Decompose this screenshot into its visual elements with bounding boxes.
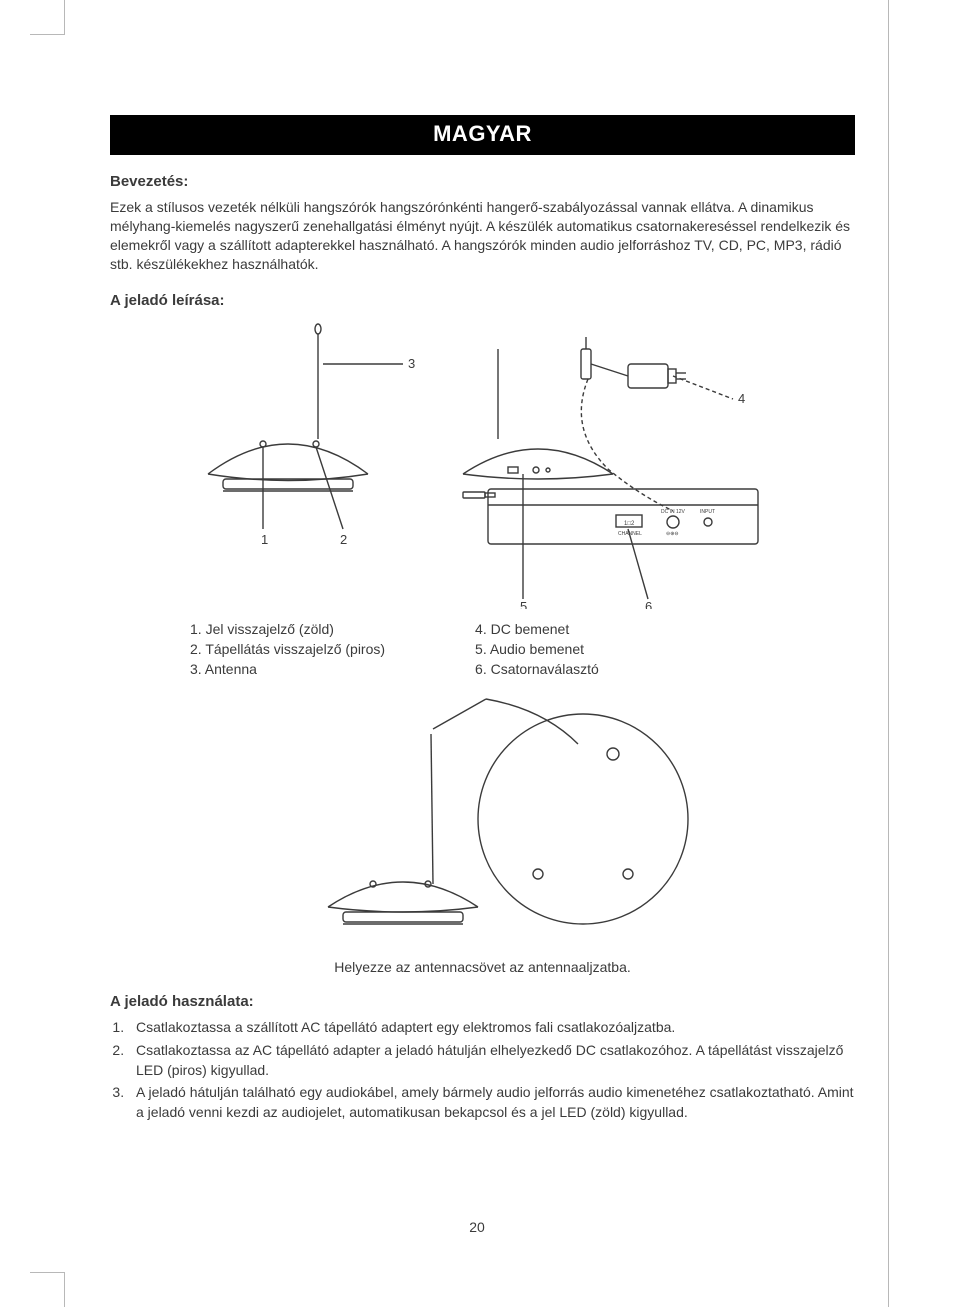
- crop-mark-right: [888, 0, 889, 1307]
- diagram-label-1: 1: [261, 532, 268, 547]
- page-content: MAGYAR Bevezetés: Ezek a stílusos vezeté…: [110, 115, 855, 1125]
- legend-item: 3. Antenna: [190, 659, 385, 679]
- usage-heading: A jeladó használata:: [110, 993, 855, 1010]
- usage-item: Csatlakoztassa a szállított AC tápellátó…: [128, 1018, 855, 1038]
- legend-item: 4. DC bemenet: [475, 619, 599, 639]
- legend-left-col: 1. Jel visszajelző (zöld) 2. Tápellátás …: [190, 619, 385, 680]
- usage-item: Csatlakoztassa az AC tápellátó adapter a…: [128, 1041, 855, 1080]
- transmitter-legend: 1. Jel visszajelző (zöld) 2. Tápellátás …: [190, 619, 855, 680]
- transmitter-svg-top: 1 2 3: [188, 319, 778, 609]
- rear-input: INPUT: [700, 509, 715, 515]
- diagram-label-2: 2: [340, 532, 347, 547]
- intro-heading: Bevezetés:: [110, 173, 855, 190]
- usage-item: A jeladó hátulján található egy audiokáb…: [128, 1083, 855, 1122]
- rear-switch: 1□2: [624, 521, 635, 527]
- rear-polarity: ⊖⊕⊖: [666, 531, 679, 537]
- legend-right-col: 4. DC bemenet 5. Audio bemenet 6. Csator…: [475, 619, 599, 680]
- transmitter-diagram-top: 1 2 3: [110, 319, 855, 609]
- diagram-label-6: 6: [645, 599, 652, 609]
- legend-item: 6. Csatornaválasztó: [475, 659, 599, 679]
- diagram-label-5: 5: [520, 599, 527, 609]
- usage-list: Csatlakoztassa a szállított AC tápellátó…: [128, 1018, 855, 1122]
- crop-mark-top-left: [30, 0, 65, 35]
- rear-dc: DC IN 12V: [661, 509, 686, 515]
- transmitter-diagram-antenna: [110, 689, 855, 949]
- legend-item: 1. Jel visszajelző (zöld): [190, 619, 385, 639]
- diagram-label-4: 4: [738, 391, 745, 406]
- crop-mark-bottom-left: [30, 1272, 65, 1307]
- transmitter-svg-antenna: [243, 689, 723, 949]
- antenna-caption: Helyezze az antennacsövet az antennaaljz…: [110, 959, 855, 975]
- diagram-label-3: 3: [408, 356, 415, 371]
- page-number: 20: [0, 1219, 954, 1235]
- language-title: MAGYAR: [433, 121, 532, 146]
- legend-item: 2. Tápellátás visszajelző (piros): [190, 639, 385, 659]
- transmitter-desc-heading: A jeladó leírása:: [110, 292, 855, 309]
- legend-item: 5. Audio bemenet: [475, 639, 599, 659]
- rear-channel: CHANNEL: [618, 531, 642, 537]
- intro-text: Ezek a stílusos vezeték nélküli hangszór…: [110, 198, 855, 274]
- language-title-bar: MAGYAR: [110, 115, 855, 155]
